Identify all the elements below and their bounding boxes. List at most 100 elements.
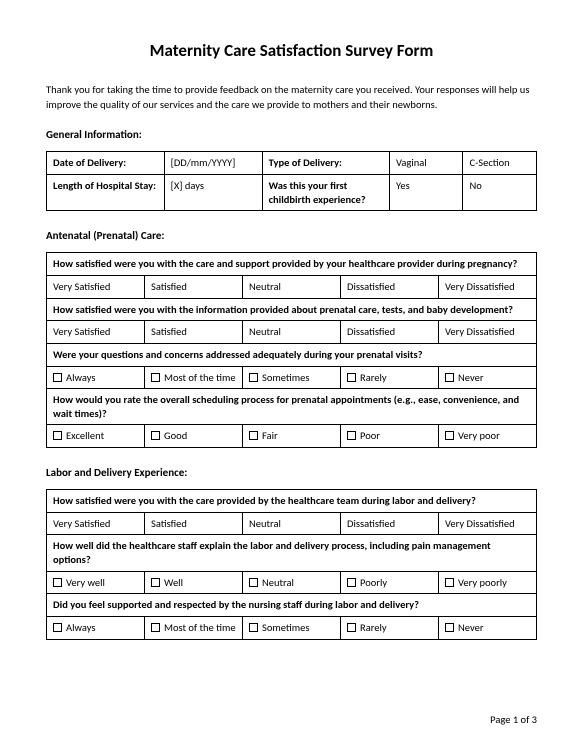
checkbox-icon[interactable] <box>151 578 160 587</box>
option-cell[interactable]: Dissatisfied <box>341 512 439 535</box>
option-cell[interactable]: Very Dissatisfied <box>439 321 537 344</box>
option-cell[interactable]: Rarely <box>341 616 439 639</box>
option-cell[interactable]: Very well <box>47 571 145 594</box>
option-label: Rarely <box>360 621 387 634</box>
checkbox-icon[interactable] <box>53 578 62 587</box>
question-text: Were your questions and concerns address… <box>47 343 537 366</box>
option-label: Never <box>458 621 483 634</box>
section-general-heading: General Information: <box>46 128 537 141</box>
question-text: How well did the healthcare staff explai… <box>47 535 537 571</box>
checkbox-icon[interactable] <box>151 373 160 382</box>
option-cell[interactable]: Dissatisfied <box>341 321 439 344</box>
option-row: Excellent Good Fair Poor Very poor <box>47 425 537 448</box>
checkbox-icon[interactable] <box>445 578 454 587</box>
option-label: Excellent <box>66 429 104 442</box>
page: Maternity Care Satisfaction Survey Form … <box>0 0 583 750</box>
question-row: How well did the healthcare staff explai… <box>47 535 537 571</box>
checkbox-icon[interactable] <box>347 578 356 587</box>
checkbox-icon[interactable] <box>445 373 454 382</box>
intro-text: Thank you for taking the time to provide… <box>46 83 537 112</box>
option-cell[interactable]: Most of the time <box>145 366 243 389</box>
checkbox-icon[interactable] <box>249 623 258 632</box>
option-cell[interactable]: Very poor <box>439 425 537 448</box>
question-row: How satisfied were you with the care and… <box>47 253 537 276</box>
question-row: Were your questions and concerns address… <box>47 343 537 366</box>
option-csection[interactable]: C-Section <box>463 152 537 175</box>
option-cell[interactable]: Neutral <box>243 321 341 344</box>
option-cell[interactable]: Most of the time <box>145 616 243 639</box>
option-cell[interactable]: Very poorly <box>439 571 537 594</box>
question-text: How would you rate the overall schedulin… <box>47 389 537 425</box>
option-cell[interactable]: Excellent <box>47 425 145 448</box>
value-date-of-delivery[interactable]: [DD/mm/YYYY] <box>164 152 262 175</box>
checkbox-icon[interactable] <box>53 373 62 382</box>
checkbox-icon[interactable] <box>53 431 62 440</box>
question-row: How would you rate the overall schedulin… <box>47 389 537 425</box>
option-cell[interactable]: Satisfied <box>145 275 243 298</box>
option-label: Most of the time <box>164 621 236 634</box>
section-antenatal-heading: Antenatal (Prenatal) Care: <box>46 229 537 242</box>
antenatal-table: How satisfied were you with the care and… <box>46 252 537 448</box>
question-text: How satisfied were you with the care and… <box>47 253 537 276</box>
option-cell[interactable]: Dissatisfied <box>341 275 439 298</box>
checkbox-icon[interactable] <box>249 431 258 440</box>
option-cell[interactable]: Poor <box>341 425 439 448</box>
label-length-of-stay: Length of Hospital Stay: <box>47 175 165 211</box>
option-row: Always Most of the time Sometimes Rarely… <box>47 616 537 639</box>
form-title: Maternity Care Satisfaction Survey Form <box>46 40 537 61</box>
option-label: Poor <box>360 429 380 442</box>
option-label: Fair <box>262 429 278 442</box>
option-cell[interactable]: Good <box>145 425 243 448</box>
option-cell[interactable]: Fair <box>243 425 341 448</box>
option-cell[interactable]: Satisfied <box>145 512 243 535</box>
option-cell[interactable]: Very Satisfied <box>47 512 145 535</box>
option-cell[interactable]: Very Dissatisfied <box>439 512 537 535</box>
option-cell[interactable]: Poorly <box>341 571 439 594</box>
question-text: How satisfied were you with the care pro… <box>47 490 537 513</box>
checkbox-icon[interactable] <box>347 431 356 440</box>
checkbox-icon[interactable] <box>347 373 356 382</box>
option-label: Very well <box>66 576 105 589</box>
option-row: Always Most of the time Sometimes Rarely… <box>47 366 537 389</box>
option-label: Neutral <box>262 576 294 589</box>
option-cell[interactable]: Rarely <box>341 366 439 389</box>
option-vaginal[interactable]: Vaginal <box>389 152 463 175</box>
checkbox-icon[interactable] <box>445 623 454 632</box>
checkbox-icon[interactable] <box>249 373 258 382</box>
option-cell[interactable]: Sometimes <box>243 366 341 389</box>
option-cell[interactable]: Very Satisfied <box>47 321 145 344</box>
checkbox-icon[interactable] <box>445 431 454 440</box>
option-cell[interactable]: Always <box>47 616 145 639</box>
option-cell[interactable]: Satisfied <box>145 321 243 344</box>
checkbox-icon[interactable] <box>249 578 258 587</box>
option-cell[interactable]: Never <box>439 616 537 639</box>
option-cell[interactable]: Neutral <box>243 275 341 298</box>
table-row: Length of Hospital Stay: [X] days Was th… <box>47 175 537 211</box>
option-label: Well <box>164 576 183 589</box>
checkbox-icon[interactable] <box>347 623 356 632</box>
question-row: How satisfied were you with the informat… <box>47 298 537 321</box>
option-yes[interactable]: Yes <box>389 175 463 211</box>
value-length-of-stay[interactable]: [X] days <box>164 175 262 211</box>
checkbox-icon[interactable] <box>151 431 160 440</box>
general-info-table: Date of Delivery: [DD/mm/YYYY] Type of D… <box>46 151 537 211</box>
checkbox-icon[interactable] <box>151 623 160 632</box>
question-text: How satisfied were you with the informat… <box>47 298 537 321</box>
option-cell[interactable]: Neutral <box>243 512 341 535</box>
option-row: Very well Well Neutral Poorly Very poorl… <box>47 571 537 594</box>
option-cell[interactable]: Very Satisfied <box>47 275 145 298</box>
option-label: Very poor <box>458 429 500 442</box>
option-label: Sometimes <box>262 371 310 384</box>
option-label: Rarely <box>360 371 387 384</box>
option-cell[interactable]: Neutral <box>243 571 341 594</box>
option-cell[interactable]: Never <box>439 366 537 389</box>
page-footer: Page 1 of 3 <box>490 713 537 726</box>
checkbox-icon[interactable] <box>53 623 62 632</box>
option-cell[interactable]: Very Dissatisfied <box>439 275 537 298</box>
table-row: Date of Delivery: [DD/mm/YYYY] Type of D… <box>47 152 537 175</box>
option-no[interactable]: No <box>463 175 537 211</box>
option-cell[interactable]: Always <box>47 366 145 389</box>
option-cell[interactable]: Sometimes <box>243 616 341 639</box>
option-cell[interactable]: Well <box>145 571 243 594</box>
option-label: Never <box>458 371 483 384</box>
